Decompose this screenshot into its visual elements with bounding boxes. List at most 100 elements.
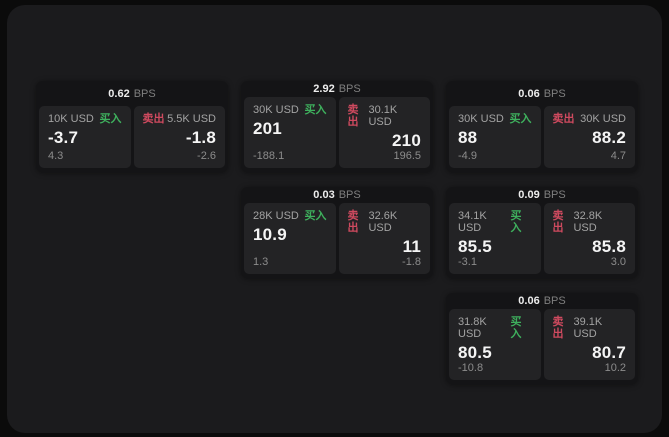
sell-panel[interactable]: 卖出 30K USD 88.2 4.7 [543, 106, 635, 168]
sell-panel[interactable]: 卖出 39.1K USD 80.7 10.2 [543, 309, 635, 380]
buy-sub-value: 1.3 [253, 256, 269, 268]
bps-value: 0.09 [518, 189, 540, 201]
quote-card: 2.92 BPS 30K USD 买入 201 -188.1 卖出 30.1K … [241, 81, 433, 172]
bps-unit-label: BPS [543, 87, 566, 100]
buy-panel-top: 30K USD 买入 [458, 113, 532, 125]
bps-value: 0.62 [108, 87, 130, 100]
quote-panels: 10K USD 买入 -3.7 4.3 卖出 5.5K USD -1.8 -2.… [39, 106, 225, 168]
sell-amount: 30.1K USD [368, 104, 398, 128]
bps-value: 0.03 [313, 189, 335, 201]
quote-card: 0.06 BPS 30K USD 买入 88 -4.9 卖出 30K USD 8… [446, 81, 638, 172]
sell-amount: 32.6K USD [368, 210, 398, 234]
sell-sub-value: -2.6 [197, 150, 216, 162]
buy-amount: 30K USD [253, 104, 299, 116]
buy-amount: 31.8K USD [458, 316, 487, 340]
sell-price: 210 [392, 131, 421, 150]
sell-panel[interactable]: 卖出 30.1K USD 210 196.5 [338, 97, 430, 168]
card-header: 0.06 BPS [449, 81, 635, 106]
buy-tag: 买入 [510, 210, 522, 234]
buy-sub-value: -4.9 [458, 150, 477, 162]
sell-amount: 32.8K USD [573, 210, 603, 234]
buy-panel[interactable]: 31.8K USD 买入 80.5 -10.8 [449, 309, 541, 380]
buy-price: 201 [253, 119, 282, 138]
sell-amount: 30K USD [580, 113, 626, 125]
card-header: 0.09 BPS [449, 187, 635, 203]
card-header: 0.62 BPS [39, 81, 225, 106]
sell-sub-value: 196.5 [393, 150, 421, 162]
quote-panels: 34.1K USD 买入 85.5 -3.1 卖出 32.8K USD 85.8… [449, 203, 635, 274]
sell-tag: 卖出 [552, 113, 575, 125]
buy-amount: 34.1K USD [458, 210, 487, 234]
sell-panel-top: 卖出 5.5K USD [143, 113, 217, 125]
bps-unit-label: BPS [543, 189, 566, 201]
buy-sub-value: -3.1 [458, 256, 477, 268]
buy-panel-top: 28K USD 买入 [253, 210, 327, 222]
sell-price: 88.2 [592, 128, 626, 147]
buy-price: 80.5 [458, 343, 492, 362]
sell-panel[interactable]: 卖出 5.5K USD -1.8 -2.6 [133, 106, 225, 168]
sell-price: 80.7 [592, 343, 626, 362]
quote-cards-grid: 0.62 BPS 10K USD 买入 -3.7 4.3 卖出 5.5K USD… [36, 81, 638, 384]
buy-panel[interactable]: 10K USD 买入 -3.7 4.3 [39, 106, 131, 168]
sell-panel-top: 卖出 30K USD [553, 113, 627, 125]
bps-value: 0.06 [518, 87, 540, 100]
card-header: 0.03 BPS [244, 187, 430, 203]
buy-panel[interactable]: 30K USD 买入 201 -188.1 [244, 97, 336, 168]
quote-panels: 31.8K USD 买入 80.5 -10.8 卖出 39.1K USD 80.… [449, 309, 635, 380]
buy-sub-value: 4.3 [48, 150, 64, 162]
sell-sub-value: -1.8 [402, 256, 421, 268]
sell-price: 11 [402, 237, 421, 256]
buy-panel-top: 34.1K USD 买入 [458, 210, 532, 234]
buy-amount: 30K USD [458, 113, 504, 125]
sell-sub-value: 10.2 [604, 362, 626, 374]
buy-panel[interactable]: 30K USD 买入 88 -4.9 [449, 106, 541, 168]
buy-panel-top: 30K USD 买入 [253, 104, 327, 116]
sell-tag: 卖出 [552, 316, 564, 340]
bps-unit-label: BPS [338, 189, 361, 201]
sell-panel-top: 卖出 32.8K USD [553, 210, 627, 234]
sell-panel[interactable]: 卖出 32.6K USD 11 -1.8 [338, 203, 430, 274]
quote-card: 0.09 BPS 34.1K USD 买入 85.5 -3.1 卖出 32.8K… [446, 187, 638, 278]
buy-panel[interactable]: 34.1K USD 买入 85.5 -3.1 [449, 203, 541, 274]
sell-panel-top: 卖出 30.1K USD [348, 104, 422, 128]
bps-unit-label: BPS [543, 295, 566, 307]
buy-sub-value: -10.8 [458, 362, 484, 374]
quote-panels: 28K USD 买入 10.9 1.3 卖出 32.6K USD 11 -1.8 [244, 203, 430, 274]
card-header: 2.92 BPS [244, 81, 430, 97]
sell-price: 85.8 [592, 237, 626, 256]
quote-panels: 30K USD 买入 88 -4.9 卖出 30K USD 88.2 4.7 [449, 106, 635, 168]
quote-card: 0.06 BPS 31.8K USD 买入 80.5 -10.8 卖出 39.1… [446, 293, 638, 384]
quote-panels: 30K USD 买入 201 -188.1 卖出 30.1K USD 210 1… [244, 97, 430, 168]
sell-sub-value: 3.0 [610, 256, 626, 268]
quote-card: 0.62 BPS 10K USD 买入 -3.7 4.3 卖出 5.5K USD… [36, 81, 228, 172]
sell-amount: 5.5K USD [167, 113, 216, 125]
bps-unit-label: BPS [133, 87, 156, 100]
sell-panel-top: 卖出 39.1K USD [553, 316, 627, 340]
buy-panel-top: 10K USD 买入 [48, 113, 122, 125]
buy-tag: 买入 [304, 210, 327, 222]
sell-amount: 39.1K USD [573, 316, 603, 340]
sell-tag: 卖出 [347, 104, 359, 128]
sell-sub-value: 4.7 [610, 150, 626, 162]
buy-amount: 10K USD [48, 113, 94, 125]
buy-tag: 买入 [304, 104, 327, 116]
sell-panel[interactable]: 卖出 32.8K USD 85.8 3.0 [543, 203, 635, 274]
buy-price: -3.7 [48, 128, 79, 147]
bps-unit-label: BPS [338, 83, 361, 95]
buy-amount: 28K USD [253, 210, 299, 222]
buy-price: 10.9 [253, 225, 287, 244]
buy-tag: 买入 [510, 316, 522, 340]
sell-tag: 卖出 [142, 113, 165, 125]
sell-tag: 卖出 [347, 210, 359, 234]
app-window: 0.62 BPS 10K USD 买入 -3.7 4.3 卖出 5.5K USD… [7, 5, 662, 433]
card-header: 0.06 BPS [449, 293, 635, 309]
buy-panel[interactable]: 28K USD 买入 10.9 1.3 [244, 203, 336, 274]
sell-tag: 卖出 [552, 210, 564, 234]
bps-value: 2.92 [313, 83, 335, 95]
sell-panel-top: 卖出 32.6K USD [348, 210, 422, 234]
buy-tag: 买入 [509, 113, 532, 125]
sell-price: -1.8 [185, 128, 216, 147]
buy-tag: 买入 [99, 113, 122, 125]
quote-card: 0.03 BPS 28K USD 买入 10.9 1.3 卖出 32.6K US… [241, 187, 433, 278]
buy-panel-top: 31.8K USD 买入 [458, 316, 532, 340]
